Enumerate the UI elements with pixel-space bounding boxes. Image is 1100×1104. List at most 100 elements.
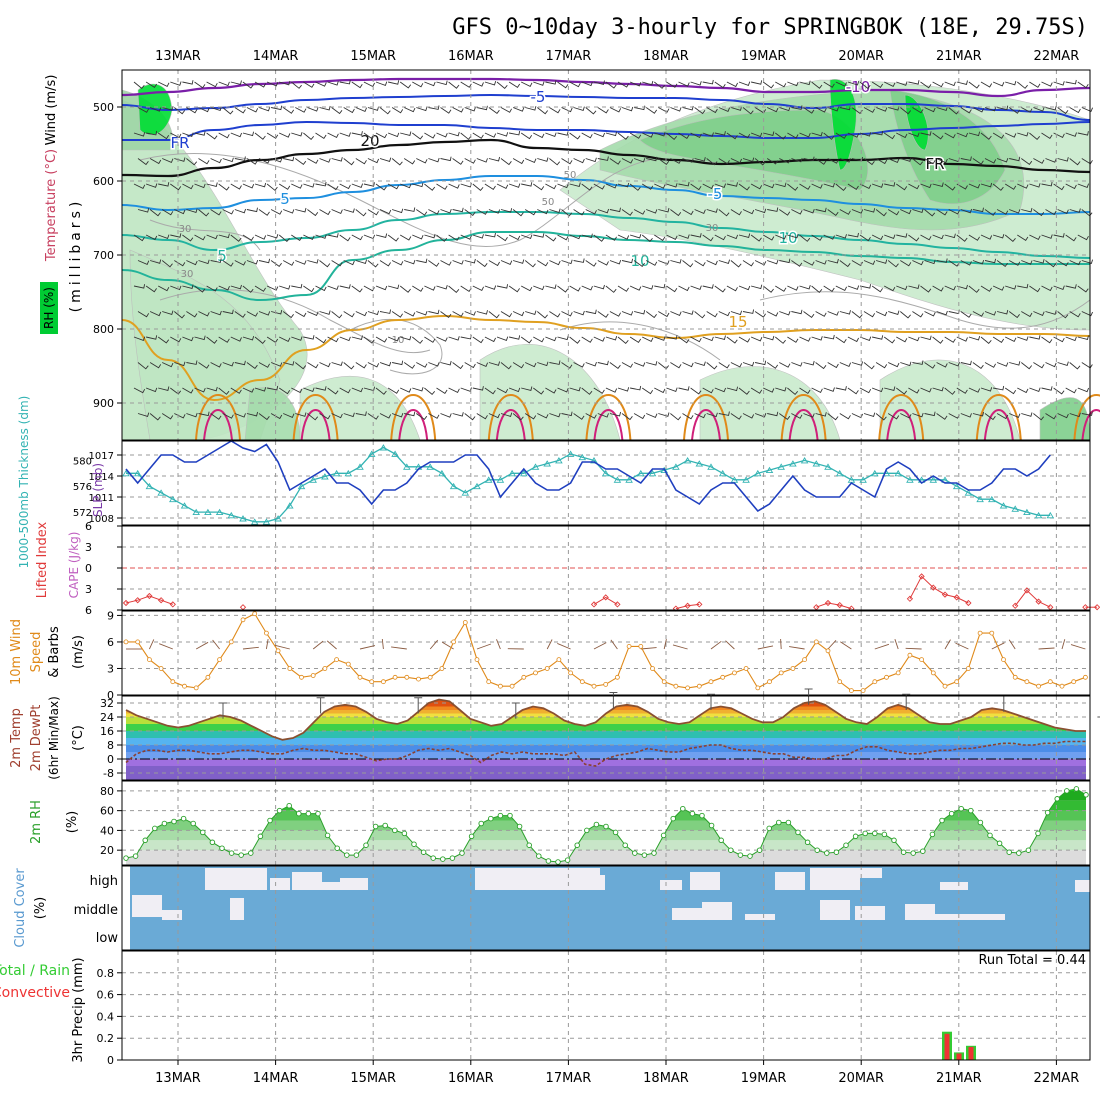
wind-barb xyxy=(570,337,580,343)
wind-barb xyxy=(291,184,302,188)
wind-speed-marker xyxy=(674,684,678,688)
wind-barb xyxy=(195,82,206,88)
temp-ytick-label: 16 xyxy=(100,725,114,738)
wind-speed-marker xyxy=(522,675,526,679)
wind-barb xyxy=(654,388,665,393)
cloud-clear xyxy=(540,880,570,890)
cloud-clear xyxy=(855,906,885,920)
wind-barb xyxy=(497,132,508,136)
wind-barb xyxy=(501,159,511,165)
wind-speed-marker xyxy=(709,680,713,684)
rh-marker xyxy=(767,826,772,831)
rh-marker xyxy=(882,832,887,837)
upper-air-ytick-label: 700 xyxy=(93,249,114,262)
upper-air-wind-label: Wind (m/s) xyxy=(44,75,59,146)
wind-barb xyxy=(727,82,738,87)
cloud-layer-label: low xyxy=(96,931,119,946)
wind-barb xyxy=(787,337,798,342)
wind-barb xyxy=(332,108,342,114)
upper-air-ytick-label: 900 xyxy=(93,397,114,410)
wind-barb xyxy=(537,312,547,318)
temp-bands xyxy=(122,696,1090,780)
wind-barb xyxy=(485,337,496,342)
wind-barb-10m xyxy=(477,644,491,649)
wind-barb xyxy=(658,261,669,265)
rh-marker xyxy=(450,856,455,861)
wind-speed-marker xyxy=(721,675,725,679)
wind-barb xyxy=(279,133,290,137)
wind-barb xyxy=(231,133,242,137)
wind-speed-marker xyxy=(1048,680,1052,684)
wind-barb xyxy=(449,388,460,392)
wind-barb xyxy=(380,158,391,162)
wind-barb xyxy=(586,362,597,366)
wind-barb-10m xyxy=(1062,639,1065,649)
wind-barb xyxy=(884,337,895,343)
wind-barb xyxy=(562,159,573,164)
wind-barb xyxy=(400,132,411,136)
wind-barb xyxy=(424,184,434,190)
upper-air-ytick-label: 600 xyxy=(93,175,114,188)
date-tick-bottom: 15MAR xyxy=(350,1071,396,1086)
wind-barb-10m xyxy=(391,647,407,649)
wind-barb xyxy=(908,337,919,341)
rh-marker xyxy=(1026,848,1031,853)
rh-marker xyxy=(393,828,398,833)
wind-barb xyxy=(340,184,351,189)
wind-barb xyxy=(1029,335,1040,339)
rh-marker xyxy=(412,842,417,847)
rh-marker xyxy=(738,853,743,858)
wind-barb xyxy=(437,337,448,341)
wind-barb xyxy=(441,414,452,418)
wind-speed-marker xyxy=(604,682,608,686)
wind-barb xyxy=(412,337,422,343)
li-ytick-label: 6 xyxy=(85,520,92,533)
rh-marker xyxy=(940,818,945,823)
wind-barb-10m xyxy=(243,647,259,649)
wind-barb xyxy=(574,259,585,263)
wind-barb xyxy=(392,108,403,113)
temp-band xyxy=(122,717,1090,724)
rh-marker xyxy=(594,822,599,827)
wind-barb xyxy=(489,312,499,318)
wind-barb xyxy=(586,261,597,267)
wind-barb xyxy=(670,363,681,368)
cloud-clear xyxy=(162,910,182,920)
wind-barb xyxy=(509,286,519,292)
wind-barb xyxy=(791,310,802,314)
cloud-clear xyxy=(690,872,720,890)
wind-barb xyxy=(719,363,730,368)
rh-marker xyxy=(1065,789,1070,794)
wind-barb xyxy=(307,259,318,263)
wind-barb xyxy=(981,82,992,87)
wind-barb xyxy=(610,363,621,369)
wind-barb xyxy=(352,235,363,240)
wind-barb xyxy=(235,209,246,213)
wind-barb xyxy=(582,286,593,290)
wind-speed-marker xyxy=(1037,684,1041,688)
wind-barb xyxy=(872,335,883,339)
rh-shading xyxy=(300,376,420,440)
wind-barb xyxy=(715,82,726,88)
wind-barb xyxy=(364,82,375,87)
wind-barb xyxy=(598,108,609,113)
wind-barb xyxy=(731,261,741,267)
wind-speed-marker xyxy=(627,644,631,648)
wind-barb xyxy=(497,82,507,88)
wind-barb xyxy=(295,261,306,265)
wind-barb xyxy=(513,159,524,164)
wind-barb-10m xyxy=(673,645,688,649)
wind-barb xyxy=(404,208,415,212)
wind-barb-10m xyxy=(1071,645,1085,649)
wind-barb xyxy=(606,286,616,292)
wind-barb xyxy=(332,210,343,214)
wind-speed-line xyxy=(126,614,1085,691)
wind-barb xyxy=(307,363,318,368)
wind-barb xyxy=(521,82,532,86)
wind-barb xyxy=(755,361,766,365)
wind-barb xyxy=(779,363,790,368)
wind-barb xyxy=(465,363,476,368)
wind-barb-10m xyxy=(275,645,290,649)
wind-barb xyxy=(707,261,718,265)
